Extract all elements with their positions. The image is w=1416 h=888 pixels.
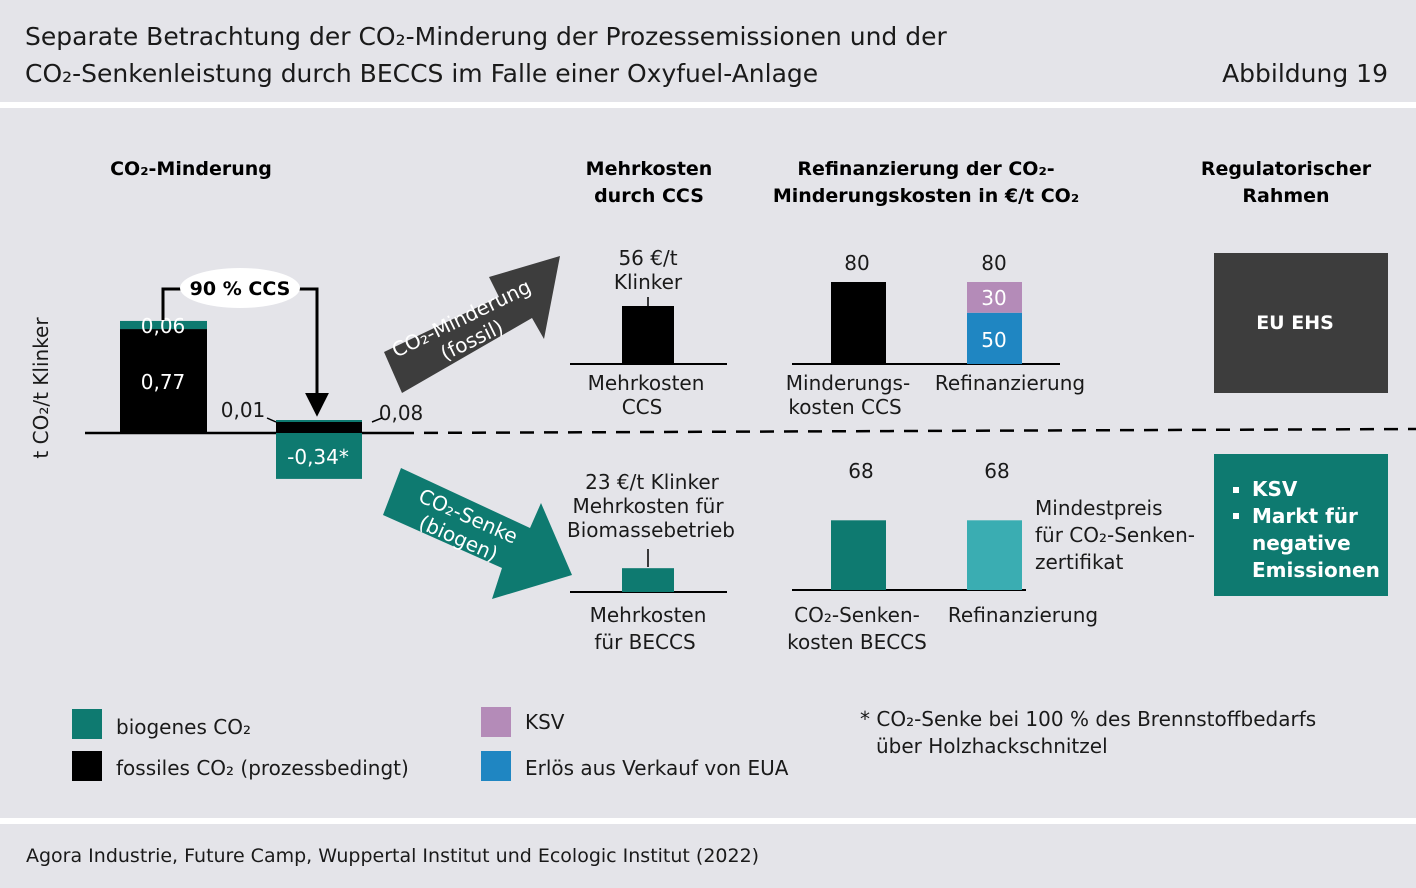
bar-biogenic-sink xyxy=(276,433,362,479)
bar-segment-eua xyxy=(967,312,1022,364)
category-refinancing-sink: Refinanzierung xyxy=(948,603,1098,627)
value-label-extra-costs-beccs-2: Mehrkosten für xyxy=(572,494,724,518)
heading-refinancing-1: Refinanzierung der CO₂- xyxy=(797,158,1054,180)
value-label-sink-034: -0,34* xyxy=(287,445,349,469)
value-label-extra-costs-beccs-1: 23 €/t Klinker xyxy=(585,470,720,494)
category-sink-costs-beccs-1: CO₂-Senken- xyxy=(794,603,920,627)
value-label-biogenic-008: 0,08 xyxy=(379,401,424,425)
arrow-co2-reduction-fossil xyxy=(384,256,560,393)
regulatory-box-sink xyxy=(1214,454,1388,596)
legend-label-fossil: fossiles CO₂ (prozessbedingt) xyxy=(116,756,409,780)
category-sink-costs-beccs-2: kosten BECCS xyxy=(787,630,927,654)
heading-regulatory-1: Regulatorischer xyxy=(1201,158,1372,180)
heading-co2-reduction: CO₂-Minderung xyxy=(110,158,272,180)
value-label-extra-costs-ccs-1: 56 €/t xyxy=(618,246,677,270)
bar-sink-costs-beccs xyxy=(831,520,886,590)
legend-swatch-biogenic xyxy=(72,709,102,739)
bar-fossil-reduction xyxy=(120,329,207,433)
bar-biogenic-residual xyxy=(276,420,362,422)
bar-refinancing-sink xyxy=(967,520,1022,590)
bar-reduction-costs-ccs xyxy=(831,282,886,364)
y-axis-label: t CO₂/t Klinker xyxy=(29,317,53,459)
figure-title-line-2: CO₂-Senkenleistung durch BECCS im Falle … xyxy=(25,59,819,88)
source-note: Agora Industrie, Future Camp, Wuppertal … xyxy=(26,845,760,867)
note-min-price-2: für CO₂-Senken- xyxy=(1035,523,1195,547)
heading-extra-costs-2: durch CCS xyxy=(594,185,704,207)
bar-segment-ksv xyxy=(967,282,1022,313)
ccs-annotation: 90 % CCS xyxy=(190,278,291,300)
total-label-refinancing-fossil: 80 xyxy=(981,251,1006,275)
category-reduction-costs-ccs-1: Minderungs- xyxy=(786,371,910,395)
figure-number: Abbildung 19 xyxy=(1222,59,1388,88)
legend-swatch-fossil xyxy=(72,751,102,781)
note-min-price-3: zertifikat xyxy=(1035,550,1124,574)
regulatory-eu-ets-label: EU EHS xyxy=(1256,312,1334,334)
heading-refinancing-2: Minderungskosten in €/t CO₂ xyxy=(773,185,1079,207)
footer-divider xyxy=(0,818,1416,824)
footnote-line-2: über Holzhackschnitzel xyxy=(876,734,1108,758)
total-label-sink-costs-beccs: 68 xyxy=(848,459,873,483)
bar-biogenic-reduction xyxy=(120,320,207,330)
value-label-fossil-077: 0,77 xyxy=(141,370,186,394)
bar-fossil-residual xyxy=(276,422,362,433)
footnote-line-1: * CO₂-Senke bei 100 % des Brennstoffbeda… xyxy=(860,707,1316,731)
arrow-co2-sink-biogenic xyxy=(383,468,572,599)
value-label-fossil-001: 0,01 xyxy=(221,398,266,422)
regulatory-box-eu-ets xyxy=(1214,253,1388,393)
bar-extra-costs-ccs xyxy=(622,306,674,364)
total-label-reduction-costs-ccs: 80 xyxy=(844,251,869,275)
legend-swatch-ksv xyxy=(481,707,511,737)
legend-label-ksv: KSV xyxy=(525,710,565,734)
heading-extra-costs: Mehrkosten xyxy=(586,158,713,180)
legend-label-biogenic: biogenes CO₂ xyxy=(116,715,251,739)
category-extra-costs-beccs-2: für BECCS xyxy=(594,630,695,654)
regulatory-item-market-1: Markt für xyxy=(1252,504,1358,528)
note-min-price-1: Mindestpreis xyxy=(1035,496,1163,520)
regulatory-item-market-3: Emissionen xyxy=(1252,558,1380,582)
header-divider xyxy=(0,102,1416,108)
leader-001 xyxy=(266,417,277,423)
ccs-annotation-bubble xyxy=(180,268,300,308)
value-label-ksv: 30 xyxy=(981,286,1006,310)
bar-extra-costs-beccs xyxy=(622,568,674,592)
value-label-extra-costs-beccs-3: Biomassebetrieb xyxy=(567,518,735,542)
leader-008 xyxy=(371,417,383,423)
value-label-extra-costs-ccs-2: Klinker xyxy=(614,270,683,294)
figure-title-line-1: Separate Betrachtung der CO₂-Minderung d… xyxy=(25,22,947,51)
bullet-market xyxy=(1233,513,1239,519)
category-extra-costs-beccs-1: Mehrkosten xyxy=(590,603,707,627)
regulatory-item-market-2: negative xyxy=(1252,531,1351,555)
total-label-refinancing-sink: 68 xyxy=(984,459,1009,483)
category-reduction-costs-ccs-2: kosten CCS xyxy=(788,395,901,419)
heading-regulatory-2: Rahmen xyxy=(1242,185,1329,207)
category-refinancing-fossil: Refinanzierung xyxy=(935,371,1085,395)
baseline-dashed xyxy=(399,427,1416,435)
value-label-eua: 50 xyxy=(981,328,1006,352)
legend-swatch-eua xyxy=(481,751,511,781)
category-extra-costs-ccs-1: Mehrkosten xyxy=(588,371,705,395)
regulatory-item-ksv: KSV xyxy=(1252,477,1298,501)
legend-label-eua: Erlös aus Verkauf von EUA xyxy=(525,756,789,780)
category-extra-costs-ccs-2: CCS xyxy=(622,395,663,419)
bullet-ksv xyxy=(1233,487,1239,493)
